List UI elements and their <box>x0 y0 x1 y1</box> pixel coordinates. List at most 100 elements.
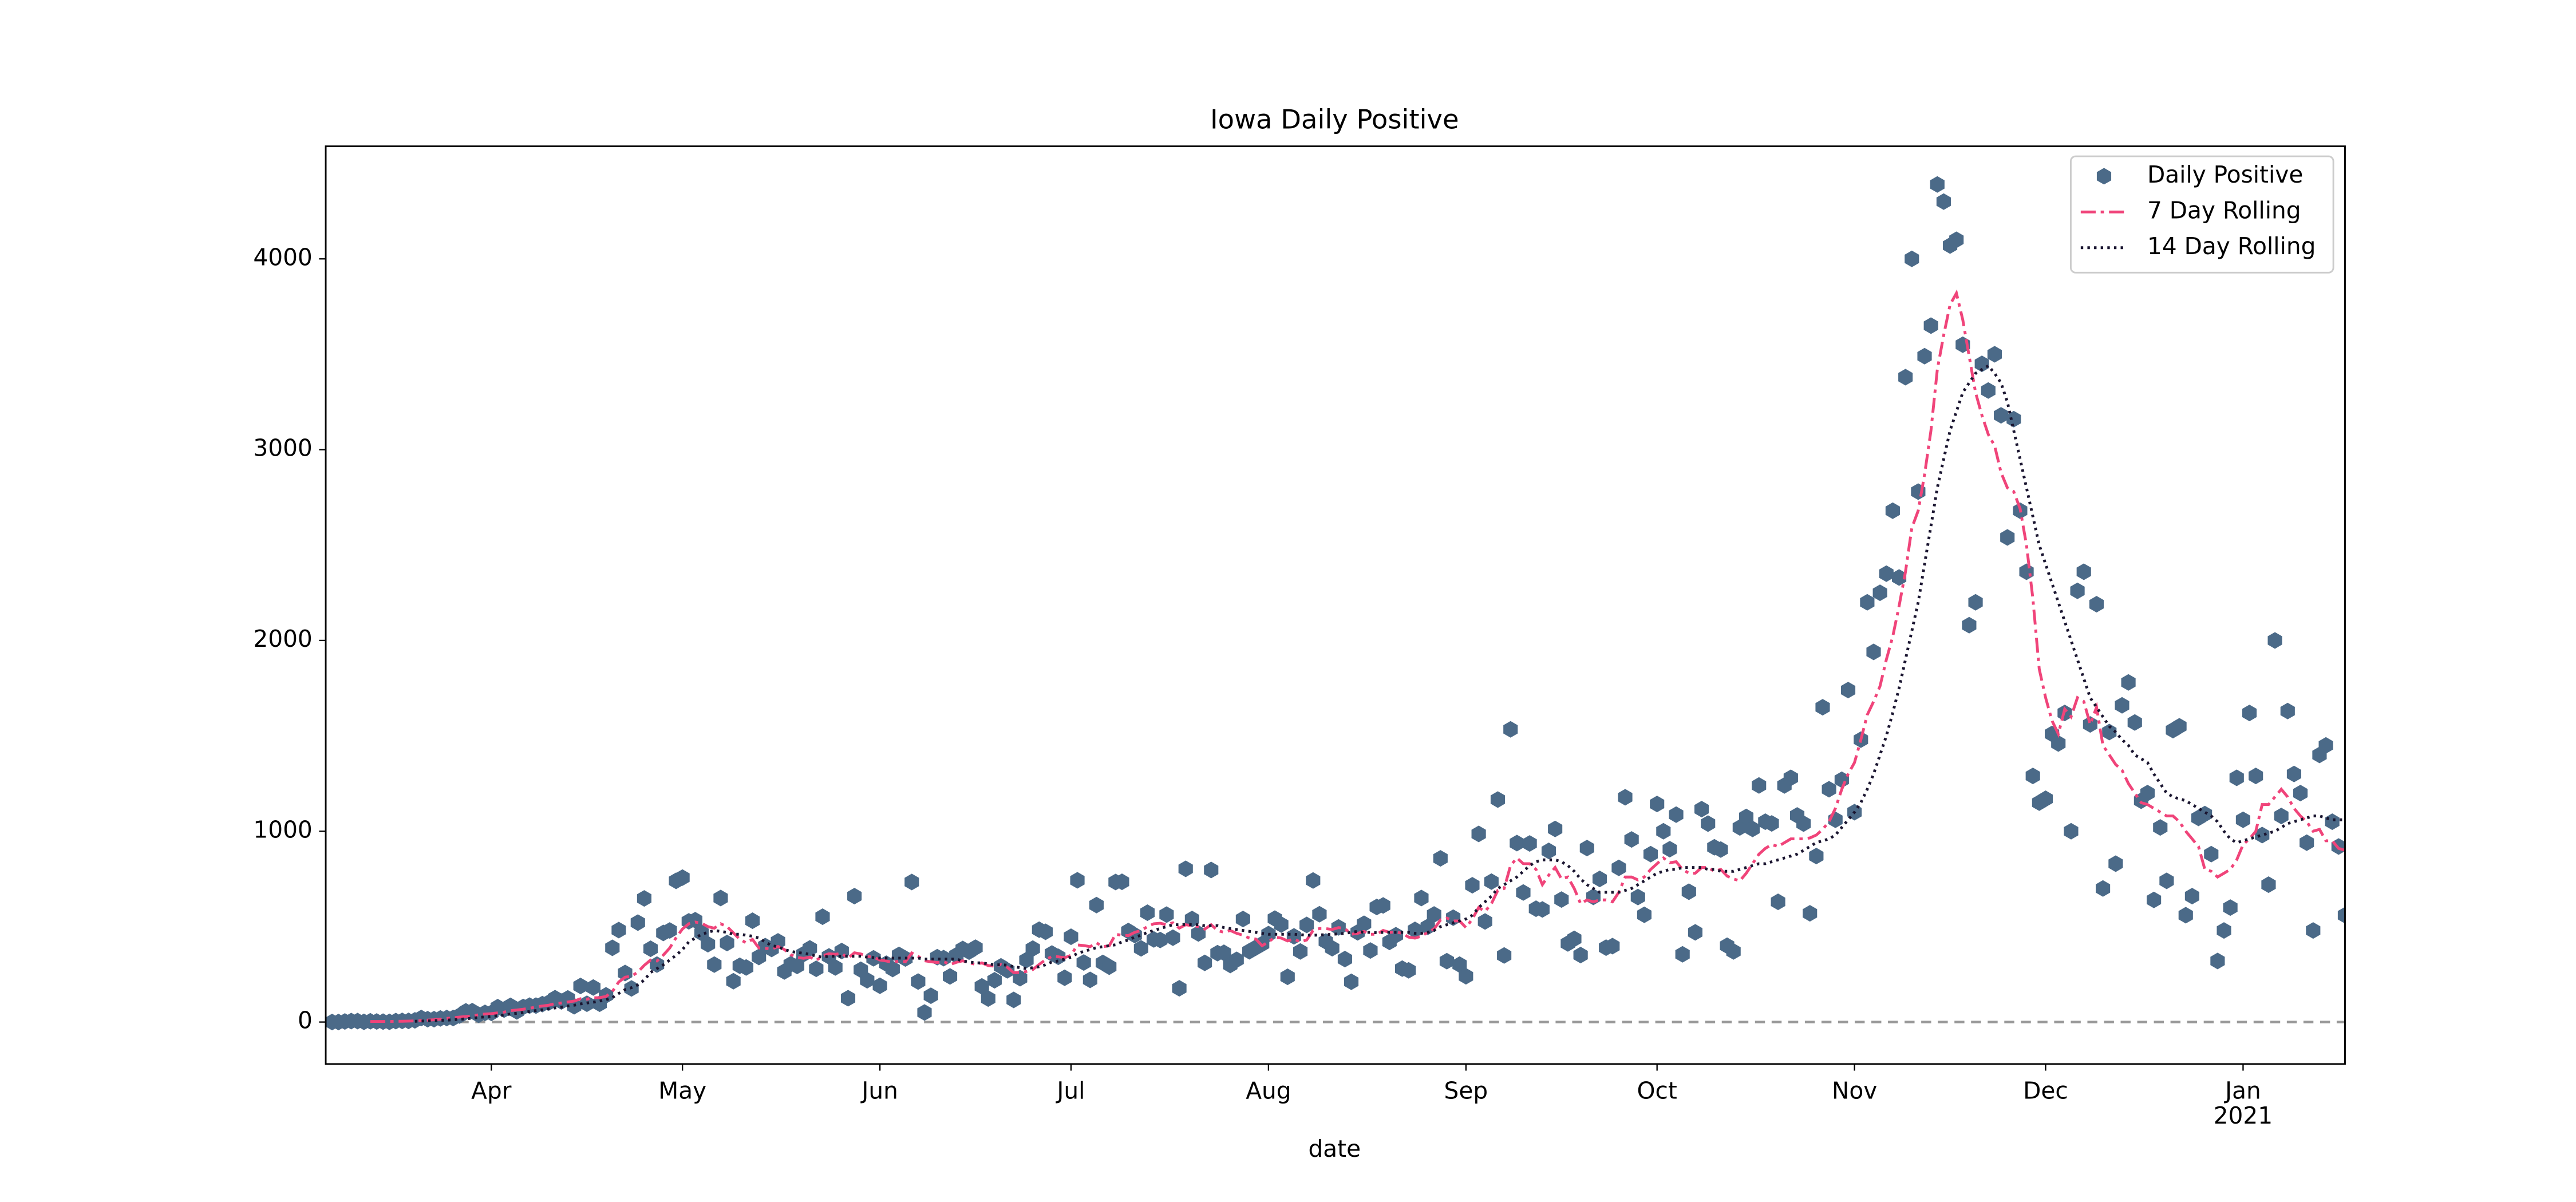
data-point <box>1184 911 1199 928</box>
data-point <box>2184 888 2199 905</box>
data-point <box>1376 897 1390 914</box>
data-point <box>1433 850 1448 867</box>
legend-box <box>2069 155 2334 274</box>
data-point <box>611 922 626 939</box>
data-point <box>675 869 690 886</box>
data-point <box>662 922 677 939</box>
data-point <box>2121 674 2136 691</box>
data-point <box>1949 231 1964 248</box>
data-point <box>1618 789 1633 806</box>
x-tick-label: Jan 2021 <box>2214 1077 2273 1129</box>
data-point <box>1917 347 1932 365</box>
x-tick-label: Sep <box>1444 1077 1488 1104</box>
data-point <box>1681 883 1696 900</box>
data-point <box>2064 823 2079 840</box>
data-point <box>1879 565 1894 582</box>
data-point <box>726 972 741 990</box>
data-point <box>1605 938 1620 955</box>
data-point <box>1064 928 1078 946</box>
data-point <box>1752 777 1767 794</box>
data-point <box>1337 951 1353 968</box>
data-point <box>1611 859 1626 876</box>
data-point <box>694 924 709 942</box>
data-point <box>1477 913 1492 930</box>
data-point <box>1535 901 1550 918</box>
data-point <box>1974 355 1989 373</box>
data-point <box>586 979 600 996</box>
data-point <box>1891 569 1907 586</box>
data-point <box>1312 906 1327 923</box>
data-point <box>1229 951 1244 968</box>
x-tick-label: Jul <box>1055 1077 1085 1104</box>
data-point <box>707 956 722 973</box>
x-tick-label: Jun <box>860 1077 898 1104</box>
data-point <box>630 914 645 931</box>
data-point <box>923 987 938 1005</box>
data-point <box>1923 317 1938 334</box>
data-point <box>650 956 665 973</box>
data-point <box>1624 831 1639 848</box>
data-point <box>2223 899 2238 916</box>
data-point <box>2115 697 2129 714</box>
data-point <box>1459 968 1473 985</box>
x-tick-label: May <box>658 1077 706 1104</box>
data-point <box>688 912 702 929</box>
data-point <box>1701 815 1716 832</box>
y-tick-label: 0 <box>298 1007 313 1034</box>
data-point <box>2261 876 2276 893</box>
data-point <box>942 968 958 985</box>
data-point <box>1573 947 1588 964</box>
data-point <box>1325 940 1340 957</box>
data-point <box>1630 888 1645 906</box>
data-point <box>2286 765 2302 782</box>
data-point <box>1592 871 1607 888</box>
data-point <box>1522 835 1537 852</box>
data-point <box>1694 801 1709 818</box>
data-point <box>2038 790 2053 808</box>
data-point <box>1905 250 1919 267</box>
data-point <box>1133 940 1148 957</box>
data-point <box>1739 808 1754 825</box>
data-point <box>1076 954 1091 971</box>
data-point <box>1503 721 1518 738</box>
data-point <box>1306 872 1321 889</box>
data-point <box>1293 943 1308 960</box>
x-tick-label: Dec <box>2023 1077 2068 1104</box>
data-point <box>1987 346 2002 363</box>
data-point <box>1809 848 1824 865</box>
data-point <box>2096 880 2111 897</box>
data-point <box>2153 819 2168 836</box>
chart-title: Iowa Daily Positive <box>1210 104 1459 135</box>
data-point <box>752 948 767 966</box>
data-point <box>1165 929 1180 946</box>
plot-area <box>326 176 2345 1031</box>
data-point <box>1280 968 1295 986</box>
rolling-line <box>370 289 2345 1023</box>
data-point <box>2337 907 2345 924</box>
data-point <box>1216 944 1231 962</box>
data-point <box>1764 815 1779 832</box>
data-point <box>911 973 926 990</box>
data-point <box>1414 889 1429 907</box>
data-point <box>917 1004 932 1021</box>
data-point <box>1006 991 1021 1009</box>
plot-frame <box>325 145 2346 1065</box>
data-point <box>840 990 856 1007</box>
data-point <box>2280 702 2295 719</box>
x-tick-label: Apr <box>471 1077 512 1104</box>
x-tick-label: Aug <box>1246 1077 1291 1104</box>
data-point <box>2229 769 2244 786</box>
data-point <box>2306 922 2321 939</box>
data-point <box>1688 924 1703 941</box>
data-point <box>1993 407 2009 424</box>
data-point <box>2000 529 2015 546</box>
data-point <box>1822 781 1836 798</box>
data-point <box>605 939 620 956</box>
data-point <box>828 959 843 976</box>
data-point <box>2267 632 2282 649</box>
data-point <box>1796 815 1811 832</box>
data-point <box>904 873 919 891</box>
data-point <box>2249 768 2263 785</box>
data-point <box>573 978 588 995</box>
x-tick-label: Nov <box>1832 1077 1877 1104</box>
